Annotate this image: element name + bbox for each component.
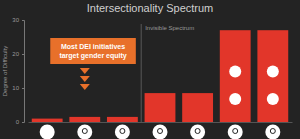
icon-glyph (233, 129, 238, 134)
bars (32, 30, 288, 122)
bar (220, 30, 251, 122)
y-tick-label: 10 (12, 85, 19, 91)
bar (257, 30, 288, 122)
bar (32, 119, 63, 122)
bar (182, 93, 213, 122)
icons (40, 66, 281, 139)
icon-glyph (195, 129, 200, 134)
y-tick-label: 30 (12, 17, 19, 23)
icon-glyph (82, 129, 87, 134)
category-icon (115, 125, 130, 139)
icon-glyph (158, 129, 163, 134)
x-axis-line (29, 122, 293, 123)
icon-glyph (270, 129, 275, 134)
bar-icon (229, 66, 241, 78)
background (0, 0, 300, 139)
icon-glyph (120, 129, 125, 134)
separator (141, 24, 142, 122)
y-tick-mark (22, 54, 24, 55)
category-icon (153, 125, 168, 139)
bar (69, 117, 100, 122)
category-icon (40, 125, 55, 139)
annotation: Invisible Spectrum (145, 25, 194, 31)
chart: Intersectionality Spectrum Degree of Diff… (0, 0, 300, 139)
y-axis: 0 10 20 30 (12, 17, 24, 125)
annotation: Most DEI initiativestarget gender equity (59, 43, 126, 60)
category-icon (228, 125, 243, 139)
annotation-box (50, 38, 136, 64)
y-tick-mark (22, 88, 24, 89)
y-tick: 20 (12, 51, 24, 57)
bar (107, 117, 138, 122)
y-axis-line (22, 21, 25, 123)
y-tick-label: 0 (16, 119, 20, 125)
annotation-arrow (80, 68, 90, 74)
title: Intersectionality Spectrum (87, 2, 214, 14)
bar-icon (267, 93, 279, 105)
annotation-arrow (80, 76, 90, 82)
y-tick: 10 (12, 85, 24, 91)
bar (145, 93, 176, 122)
y-tick-mark (22, 20, 24, 21)
category-icon (190, 125, 205, 139)
bar-icon (229, 93, 241, 105)
y-tick: 30 (12, 17, 24, 23)
y-axis-title: Degree of Difficulty (2, 46, 8, 97)
y-tick-mark (22, 122, 24, 123)
category-icon (77, 125, 92, 139)
bar-icon (267, 66, 279, 78)
y-tick-label: 20 (12, 51, 19, 57)
category-icon (265, 125, 280, 139)
y-tick: 0 (16, 119, 24, 125)
annotation-arrow (80, 84, 90, 90)
